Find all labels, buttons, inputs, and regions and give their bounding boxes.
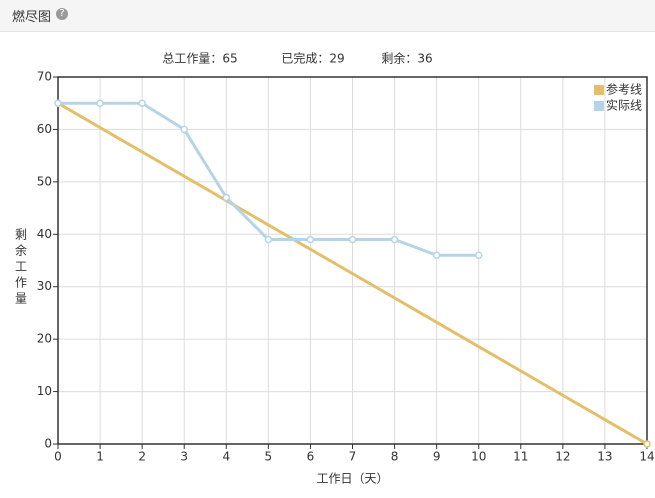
data-point	[54, 99, 62, 107]
y-tick-label: 0	[44, 437, 52, 451]
y-tick-label: 20	[37, 332, 52, 346]
x-tick-label: 14	[639, 450, 654, 464]
data-point	[474, 251, 483, 260]
x-tick-label: 3	[180, 450, 188, 464]
help-icon[interactable]: ?	[56, 8, 68, 20]
y-tick-label: 40	[37, 227, 52, 241]
y-tick-label: 70	[37, 70, 52, 84]
x-tick-label: 2	[138, 450, 146, 464]
x-tick-label: 1	[96, 450, 104, 464]
x-tick-label: 4	[222, 450, 230, 464]
data-point	[180, 125, 188, 134]
summary-text: 已完成：29	[281, 51, 344, 66]
x-tick-label: 5	[265, 450, 273, 464]
data-point	[390, 235, 399, 244]
y-tick-label: 60	[37, 122, 52, 136]
legend-label: 实际线	[606, 98, 642, 113]
x-axis-label: 工作日（天）	[316, 472, 388, 486]
y-axis-label: 剩余工作量	[14, 228, 28, 308]
x-tick-label: 6	[307, 450, 315, 464]
x-tick-label: 11	[513, 450, 528, 464]
x-tick-label: 9	[433, 450, 441, 464]
plot-frame	[57, 76, 648, 445]
x-tick-label: 0	[54, 450, 62, 464]
summary-text: 剩余：36	[381, 51, 432, 66]
data-point	[643, 440, 651, 448]
y-tick-label: 10	[37, 384, 52, 398]
y-tick-label: 50	[37, 174, 52, 188]
data-point	[306, 235, 315, 244]
data-point	[96, 99, 104, 107]
header: 燃尽图 ?	[0, 0, 655, 32]
data-point	[432, 251, 441, 260]
header-title: 燃尽图	[12, 10, 52, 25]
series-line	[57, 101, 648, 446]
x-tick-label: 7	[349, 450, 357, 464]
y-tick-label: 30	[37, 279, 52, 293]
x-tick-label: 12	[555, 450, 570, 464]
x-tick-label: 8	[391, 450, 399, 464]
x-tick-label: 13	[597, 450, 612, 464]
legend-swatch	[594, 85, 604, 95]
summary-text: 总工作量：65	[162, 52, 237, 66]
legend-swatch	[594, 101, 604, 111]
data-point	[222, 193, 231, 202]
data-point	[138, 99, 146, 107]
x-tick-label: 10	[471, 450, 486, 464]
data-point	[264, 235, 273, 244]
legend-label: 参考线	[606, 82, 642, 97]
data-point	[348, 235, 357, 244]
